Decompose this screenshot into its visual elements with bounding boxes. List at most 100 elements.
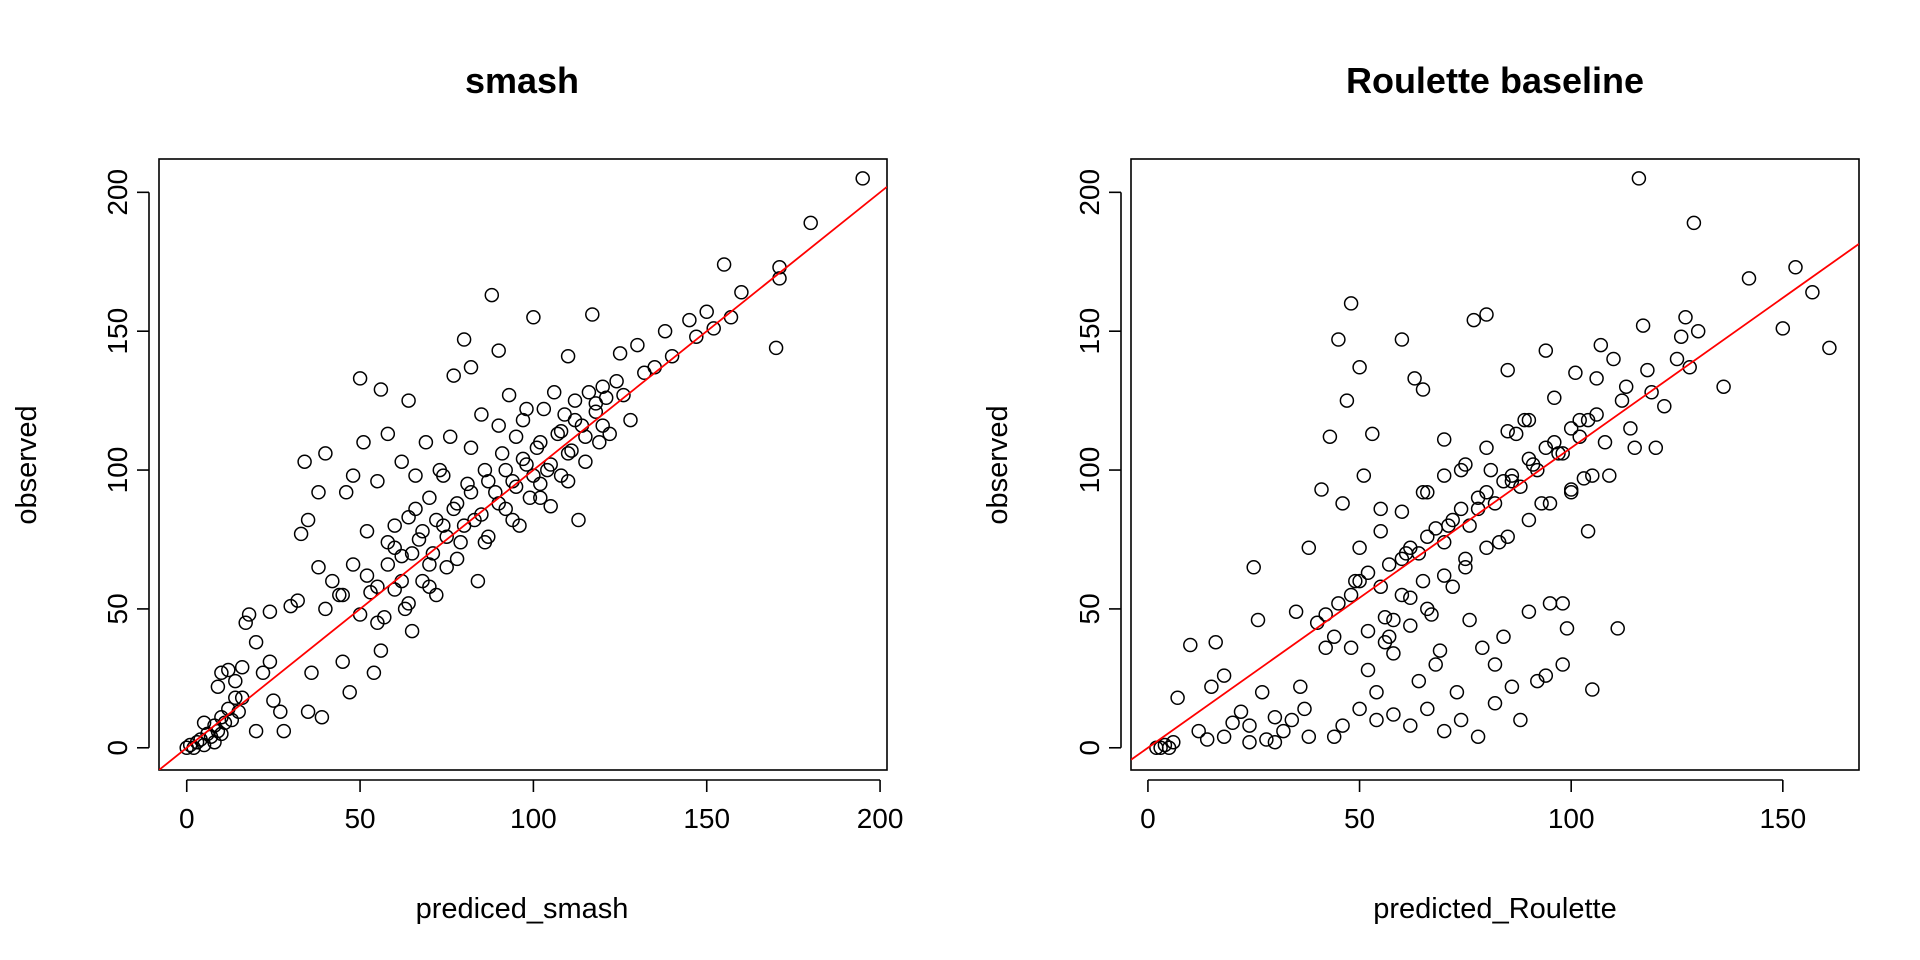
data-point <box>1479 485 1494 500</box>
data-point <box>1521 451 1537 467</box>
data-point <box>855 171 870 186</box>
data-point <box>1741 271 1757 286</box>
data-point <box>1335 718 1350 733</box>
data-point <box>1415 573 1431 589</box>
plot-frame <box>1130 158 1860 771</box>
data-point <box>1500 529 1515 544</box>
data-point <box>571 512 586 528</box>
data-point <box>463 440 479 456</box>
data-point <box>1166 734 1181 750</box>
data-point <box>394 454 409 469</box>
data-point <box>387 582 402 597</box>
data-point <box>1466 312 1482 328</box>
data-point <box>1242 718 1257 733</box>
data-point <box>404 623 420 639</box>
data-point <box>1453 501 1469 517</box>
data-point <box>214 665 229 681</box>
data-point <box>664 348 680 364</box>
data-point <box>408 501 423 517</box>
data-point <box>1314 482 1329 497</box>
y-axis-label: observed <box>982 405 1014 524</box>
y-tick-label: 100 <box>102 447 133 494</box>
data-point <box>463 360 479 375</box>
data-point <box>505 512 520 528</box>
data-point <box>373 382 389 397</box>
data-point <box>706 321 721 336</box>
data-point <box>266 693 281 708</box>
data-point <box>1157 737 1173 753</box>
data-point <box>456 518 472 533</box>
data-point <box>1250 612 1266 628</box>
data-point <box>1614 393 1630 408</box>
data-point <box>1449 684 1465 700</box>
data-point <box>380 535 396 550</box>
data-point <box>1403 590 1418 606</box>
data-point <box>508 479 524 494</box>
data-point <box>1462 612 1477 628</box>
data-point <box>1348 573 1363 589</box>
data-point <box>228 690 243 706</box>
data-point <box>1690 323 1706 339</box>
data-point <box>1369 712 1384 728</box>
data-point <box>1538 668 1554 683</box>
data-point <box>238 615 253 631</box>
data-point <box>1623 421 1638 436</box>
data-point <box>1576 471 1592 486</box>
data-point <box>380 426 396 442</box>
data-point <box>1153 740 1168 756</box>
data-point <box>716 257 732 272</box>
data-point <box>293 526 309 542</box>
data-point <box>342 684 357 700</box>
data-point <box>1547 390 1562 406</box>
data-point <box>588 404 604 419</box>
data-point <box>304 665 319 681</box>
data-point <box>481 473 496 489</box>
data-point <box>1496 629 1511 644</box>
data-point <box>1331 596 1346 611</box>
y-axis-label: observed <box>11 405 43 524</box>
data-point <box>1415 485 1431 500</box>
data-point <box>1297 701 1312 717</box>
data-point <box>1606 351 1621 367</box>
chart-title: smash <box>465 60 579 101</box>
data-point <box>1403 618 1418 633</box>
axes: 0 50 100 150 200 0 50 100 150 200 <box>102 169 903 834</box>
data-point <box>439 529 454 544</box>
data-point <box>318 446 333 461</box>
data-point <box>1542 496 1558 511</box>
data-point <box>592 435 607 450</box>
data-point <box>1453 712 1469 728</box>
data-point <box>494 446 510 461</box>
data-point <box>1411 546 1427 561</box>
x-tick-label: 100 <box>1548 803 1595 834</box>
data-point <box>477 462 493 478</box>
data-point <box>1716 379 1731 394</box>
data-point <box>311 485 326 500</box>
data-point <box>1331 332 1346 347</box>
data-point <box>1555 657 1570 672</box>
data-point <box>474 507 489 522</box>
data-point <box>1585 468 1600 483</box>
data-point <box>1445 579 1460 594</box>
data-point <box>546 385 562 400</box>
data-point <box>1335 496 1350 511</box>
data-point <box>578 454 593 469</box>
data-point <box>1216 729 1232 744</box>
data-point <box>581 385 597 400</box>
data-point <box>1183 637 1198 653</box>
x-tick-label: 0 <box>1140 803 1156 834</box>
data-point <box>1254 684 1270 700</box>
y-tick-label: 150 <box>102 308 133 355</box>
data-point <box>290 593 305 608</box>
data-point <box>234 659 250 675</box>
data-point <box>1394 587 1410 603</box>
data-point <box>380 557 396 572</box>
data-point <box>1479 307 1494 322</box>
data-point <box>1487 696 1503 711</box>
data-point <box>1352 540 1367 556</box>
data-point <box>567 393 583 408</box>
data-point <box>508 429 524 444</box>
data-point <box>1513 479 1528 494</box>
data-point <box>1530 462 1545 478</box>
